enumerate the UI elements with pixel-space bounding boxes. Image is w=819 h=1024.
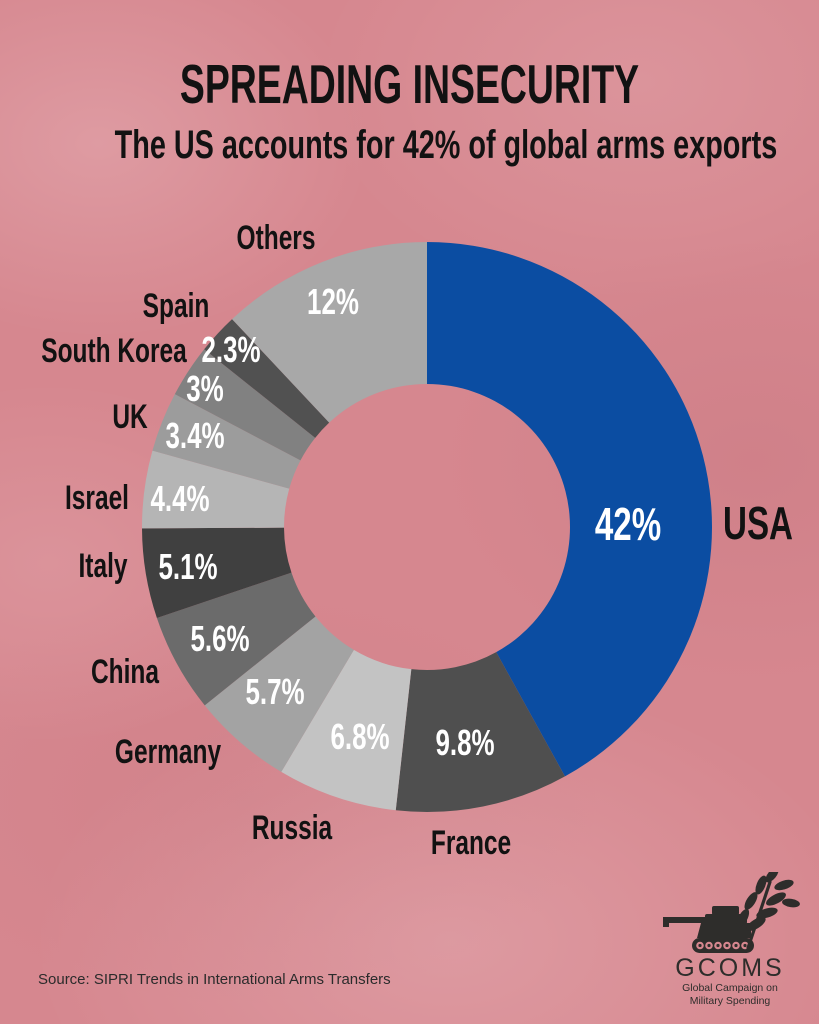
donut-slice-germany bbox=[204, 616, 354, 772]
gcoms-logo: GCOMS Global Campaign on Military Spendi… bbox=[650, 872, 810, 1017]
donut-slice-south-korea bbox=[174, 349, 316, 461]
slice-label-russia: Russia bbox=[251, 809, 333, 847]
slice-label-usa: USA bbox=[723, 497, 793, 549]
slice-value-italy: 5.1% bbox=[158, 546, 218, 587]
slice-label-italy: Italy bbox=[78, 547, 128, 585]
slice-value-uk: 3.4% bbox=[165, 415, 225, 456]
donut-slice-italy bbox=[142, 527, 292, 618]
donut-slice-uk bbox=[152, 394, 301, 489]
donut-slice-israel bbox=[142, 450, 290, 529]
logo-name: GCOMS bbox=[675, 954, 785, 982]
donut-slice-spain bbox=[204, 319, 330, 438]
source-text: Source: SIPRI Trends in International Ar… bbox=[38, 971, 391, 988]
tank-with-olive-branch-icon bbox=[663, 872, 800, 953]
slice-label-uk: UK bbox=[112, 398, 148, 436]
page-subtitle: The US accounts for 42% of global arms e… bbox=[114, 123, 778, 167]
slice-value-russia: 6.8% bbox=[330, 716, 390, 757]
slice-label-others: Others bbox=[236, 219, 316, 257]
slice-value-south-korea: 3% bbox=[186, 368, 224, 409]
donut-slice-others bbox=[232, 242, 427, 423]
slice-value-spain: 2.3% bbox=[201, 329, 261, 370]
slice-value-israel: 4.4% bbox=[150, 478, 210, 519]
slice-value-others: 12% bbox=[307, 281, 359, 322]
page-title: SPREADING INSECURITY bbox=[179, 53, 640, 115]
slice-label-france: France bbox=[430, 824, 512, 862]
donut-slice-russia bbox=[281, 649, 412, 811]
donut-slice-china bbox=[156, 572, 316, 706]
slice-label-china: China bbox=[90, 653, 160, 691]
donut-slice-usa bbox=[427, 242, 712, 777]
slice-value-usa: 42% bbox=[594, 498, 662, 550]
donut-slice-france bbox=[395, 652, 565, 812]
slice-label-south-korea: South Korea bbox=[41, 332, 187, 370]
slice-value-france: 9.8% bbox=[435, 722, 495, 763]
slice-label-spain: Spain bbox=[142, 287, 210, 325]
slice-value-germany: 5.7% bbox=[245, 671, 305, 712]
slice-value-china: 5.6% bbox=[190, 618, 250, 659]
slice-label-israel: Israel bbox=[65, 479, 129, 517]
logo-tagline-line2: Military Spending bbox=[689, 994, 771, 1007]
slice-label-germany: Germany bbox=[114, 733, 222, 771]
logo-tagline-line1: Global Campaign on bbox=[682, 982, 778, 994]
logo-tagline: Global Campaign on Military Spending bbox=[650, 982, 810, 1007]
